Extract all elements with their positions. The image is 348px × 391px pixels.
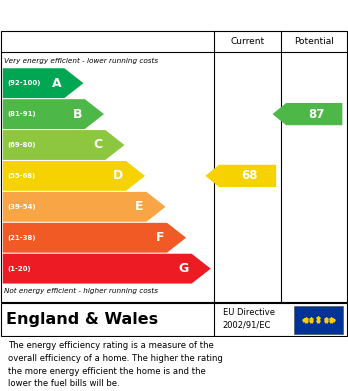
Text: F: F <box>156 231 164 244</box>
Text: E: E <box>135 200 144 213</box>
Text: B: B <box>73 108 82 120</box>
Text: Very energy efficient - lower running costs: Very energy efficient - lower running co… <box>4 57 158 64</box>
Text: Not energy efficient - higher running costs: Not energy efficient - higher running co… <box>4 288 158 294</box>
Text: (92-100): (92-100) <box>7 80 40 86</box>
Polygon shape <box>3 192 166 222</box>
Polygon shape <box>3 161 145 191</box>
Text: D: D <box>113 169 123 183</box>
Text: C: C <box>94 138 103 151</box>
Text: Energy Efficiency Rating: Energy Efficiency Rating <box>9 8 230 23</box>
Text: The energy efficiency rating is a measure of the
overall efficiency of a home. T: The energy efficiency rating is a measur… <box>8 341 222 388</box>
Polygon shape <box>3 254 211 283</box>
Text: (21-38): (21-38) <box>7 235 35 241</box>
Text: (81-91): (81-91) <box>7 111 35 117</box>
Text: A: A <box>52 77 62 90</box>
Text: (69-80): (69-80) <box>7 142 35 148</box>
Text: (55-68): (55-68) <box>7 173 35 179</box>
Text: 68: 68 <box>241 169 258 183</box>
Polygon shape <box>3 130 125 160</box>
Text: (1-20): (1-20) <box>7 265 31 272</box>
Bar <box>294 306 343 334</box>
Polygon shape <box>3 223 186 253</box>
Polygon shape <box>272 103 342 125</box>
Text: (39-54): (39-54) <box>7 204 35 210</box>
Polygon shape <box>205 165 276 187</box>
Text: G: G <box>179 262 189 275</box>
Text: 87: 87 <box>308 108 324 120</box>
Polygon shape <box>3 99 104 129</box>
Text: EU Directive
2002/91/EC: EU Directive 2002/91/EC <box>223 308 275 330</box>
Text: England & Wales: England & Wales <box>6 312 158 327</box>
Text: Potential: Potential <box>294 37 334 46</box>
Text: Current: Current <box>230 37 265 46</box>
Polygon shape <box>3 68 84 98</box>
